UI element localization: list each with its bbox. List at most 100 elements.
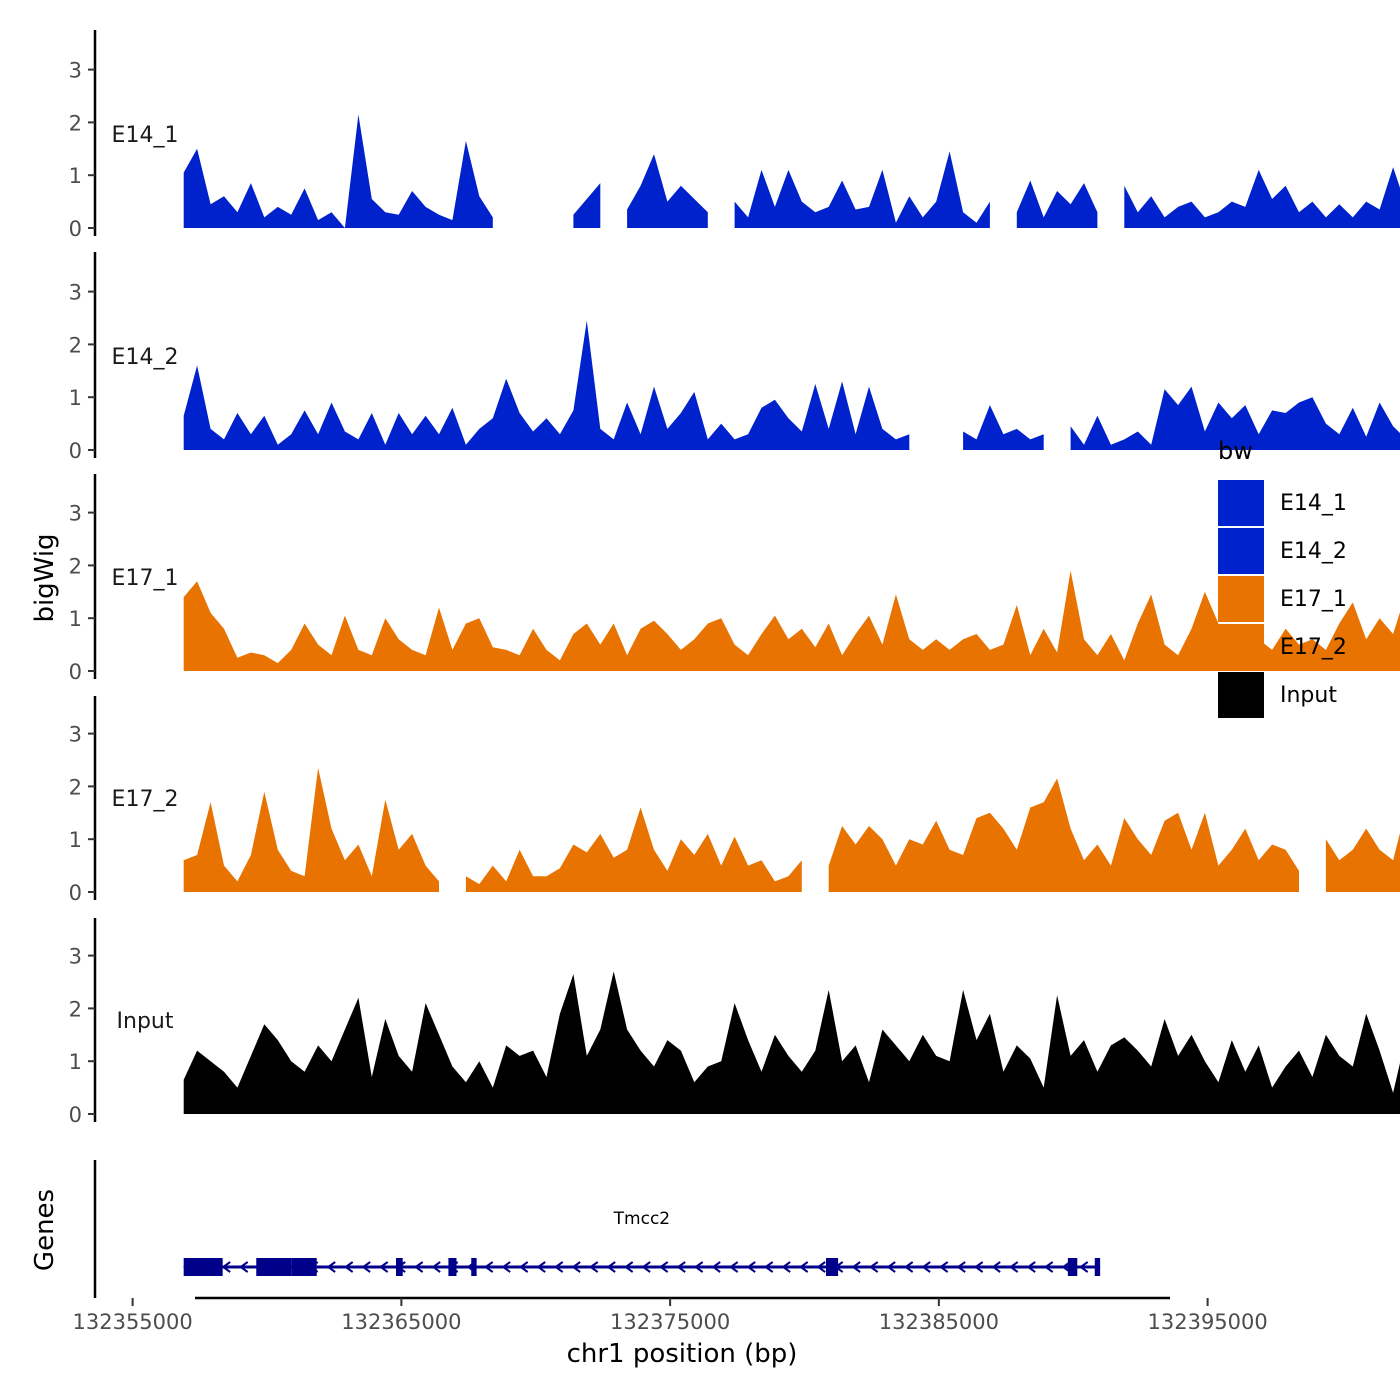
legend-item-E14_2: E14_2 (1218, 528, 1347, 574)
y-axis-title: bigWig (30, 533, 60, 622)
strand-arrow (658, 1261, 669, 1273)
strand-arrow (973, 1261, 984, 1273)
y-tick-label: 2 (69, 333, 82, 357)
y-tick-label: 0 (69, 881, 82, 905)
y-tick-label: 0 (69, 1103, 82, 1127)
strand-arrow (886, 1261, 896, 1273)
y-tick-label: 2 (69, 997, 82, 1021)
coverage-area (1016, 180, 1098, 228)
track-label: E14_1 (112, 123, 179, 148)
x-tick-label: 132375000 (610, 1310, 730, 1334)
strand-arrow (483, 1261, 494, 1273)
y-tick-label: 1 (69, 386, 82, 410)
track-E17_2: 0 1 2 3 E17_2 (69, 696, 1400, 905)
gene-exon (471, 1258, 477, 1276)
y-tick-label: 1 (69, 828, 82, 852)
strand-arrow (693, 1261, 704, 1273)
legend-swatch (1218, 672, 1264, 718)
y-tick-label: 2 (69, 554, 82, 578)
coverage-area (183, 570, 1400, 671)
strand-arrow (781, 1261, 791, 1273)
x-tick-label: 132395000 (1148, 1310, 1268, 1334)
gene-exon (448, 1258, 457, 1276)
coverage-area (1325, 828, 1400, 892)
gene-exon (256, 1258, 292, 1276)
legend-swatch (1218, 480, 1264, 526)
x-axis-title: chr1 position (bp) (567, 1339, 798, 1369)
legend-label: E17_1 (1280, 587, 1347, 612)
strand-arrow (938, 1261, 949, 1273)
strand-arrow (956, 1261, 966, 1273)
strand-arrow (676, 1261, 686, 1273)
y-tick-label: 2 (69, 111, 82, 135)
strand-arrow (1078, 1261, 1089, 1273)
track-E14_2: 0 1 2 3 E14_2 (69, 252, 1400, 463)
strand-arrow (536, 1261, 546, 1273)
y-tick-label: 0 (69, 439, 82, 463)
x-tick-label: 132365000 (341, 1310, 461, 1334)
strand-arrow (921, 1261, 931, 1273)
track-E14_1: 0 1 2 3 E14_1 (69, 30, 1400, 241)
strand-arrow (868, 1261, 879, 1273)
coverage-area (465, 807, 802, 892)
coverage-area (183, 767, 439, 892)
y-tick-label: 0 (69, 660, 82, 684)
legend-label: E14_1 (1280, 491, 1347, 516)
y-tick-label: 1 (69, 1050, 82, 1074)
coverage-area (1124, 167, 1400, 228)
legend-item-Input: Input (1218, 672, 1337, 718)
track-label: E17_2 (112, 787, 179, 812)
gene-track-panel: Tmcc2 (93, 1160, 1101, 1298)
coverage-area (627, 154, 708, 228)
legend: bw E14_1 E14_2 E17_1 E17_2 Input (1218, 437, 1347, 718)
coverage-area (734, 151, 990, 228)
gene-exon (1067, 1258, 1078, 1276)
strand-arrow (606, 1261, 616, 1273)
strand-arrow (1043, 1261, 1054, 1273)
strand-arrow (816, 1261, 826, 1273)
coverage-area (573, 183, 601, 228)
legend-title: bw (1218, 437, 1253, 465)
gene-exon (396, 1258, 403, 1276)
coverage-area (828, 778, 1299, 892)
y-tick-label: 3 (69, 59, 82, 83)
strand-arrow (553, 1261, 564, 1273)
coverage-area (963, 405, 1044, 450)
strand-arrow (641, 1261, 651, 1273)
x-tick-label: 132385000 (879, 1310, 999, 1334)
gene-exon (826, 1258, 839, 1276)
strand-arrow (711, 1261, 721, 1273)
strand-arrow (501, 1261, 511, 1273)
strand-arrow (746, 1261, 756, 1273)
strand-arrow (571, 1261, 581, 1273)
strand-arrow (343, 1261, 354, 1273)
strand-arrow (518, 1261, 529, 1273)
y-tick-label: 3 (69, 945, 82, 969)
strand-arrow (1008, 1261, 1019, 1273)
strand-arrow (378, 1261, 389, 1273)
legend-item-E17_1: E17_1 (1218, 576, 1347, 622)
gene-exon (291, 1258, 317, 1276)
strand-arrow (991, 1261, 1001, 1273)
strand-arrow (903, 1261, 914, 1273)
strand-arrow (728, 1261, 739, 1273)
strand-arrow (431, 1261, 441, 1273)
signal-tracks: 0 1 2 3 E14_1 0 1 2 3 E14_2 0 1 2 3 E17_1 0 1 2 3 E17_2 0 1 2 3… (69, 30, 1400, 1127)
strand-arrow (326, 1261, 336, 1273)
track-E17_1: 0 1 2 3 E17_1 (69, 474, 1400, 684)
coverage-area (183, 114, 493, 228)
strand-arrow (798, 1261, 809, 1273)
strand-arrow (238, 1261, 249, 1273)
strand-arrow (851, 1261, 861, 1273)
legend-label: E14_2 (1280, 539, 1347, 564)
legend-label: E17_2 (1280, 635, 1347, 660)
strand-arrow (221, 1261, 231, 1273)
strand-arrow (1061, 1261, 1071, 1273)
gene-exon (1094, 1258, 1101, 1276)
strand-arrow (361, 1261, 371, 1273)
x-tick-label: 132355000 (73, 1310, 193, 1334)
gene-name-label: Tmcc2 (613, 1209, 670, 1229)
coverage-area (1070, 386, 1400, 450)
y-tick-label: 3 (69, 723, 82, 747)
